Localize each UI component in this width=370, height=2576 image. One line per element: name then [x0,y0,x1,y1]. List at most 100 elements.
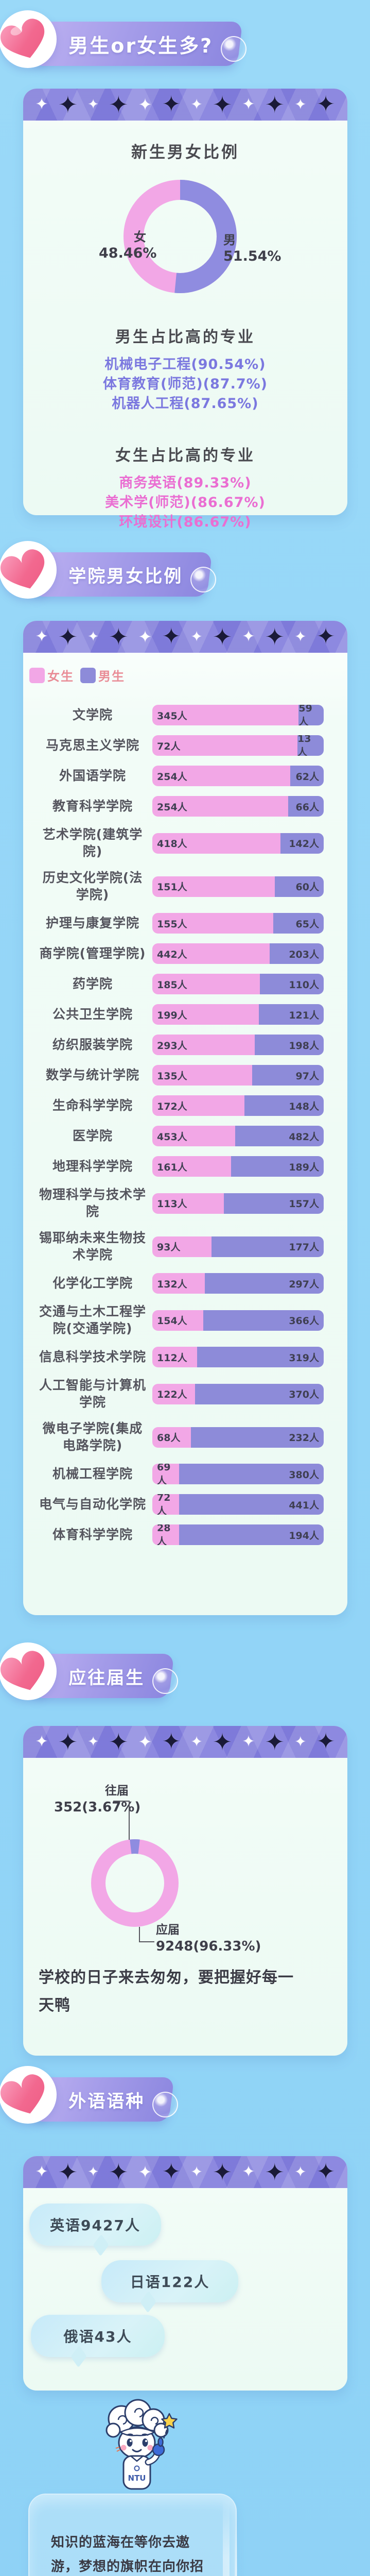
college-gender-bar: 254人 66人 [152,796,324,817]
languages-banner-label: 外语语种 [68,2091,145,2112]
heart-icon [0,2066,57,2124]
college-row: 信息科学技术学院 112人 319人 [39,1347,324,1367]
college-name: 艺术学院(建筑学院) [42,827,143,859]
college-row: 微电子学院(集成电路学院) 68人 232人 [39,1420,324,1454]
college-gender-bar: 185人 110人 [152,974,324,994]
sparkle-icon: ✦ [212,2158,233,2186]
college-name: 人工智能与计算机学院 [39,1378,146,1410]
male-segment: 59人 [298,705,324,725]
footer-message: 知识的蓝海在等你去遨游，梦想的旗帜在向你招手，智慧的大门在等你去开启，人生的宝藏… [51,2535,204,2574]
college-gender-bar: 122人 370人 [152,1383,324,1404]
sparkle-icon: ✦ [58,623,78,651]
male-segment: 366人 [203,1310,324,1331]
female-segment: 185人 [152,974,260,994]
college-row: 机械工程学院 69人 380人 [39,1464,324,1484]
male-segment: 370人 [195,1383,324,1404]
male-segment: 194人 [179,1524,324,1545]
college-row: 公共卫生学院 199人 121人 [39,1004,324,1025]
college-name: 药学院 [72,976,113,991]
female-segment: 68人 [152,1427,191,1448]
college-row: 人工智能与计算机学院 122人 370人 [39,1377,324,1411]
repeat-callout-line [113,1801,129,1802]
college-name: 微电子学院(集成电路学院) [42,1421,143,1453]
gender-donut-title: 新生男女比例 [131,143,239,162]
sparkle-icon: ✦ [109,1728,129,1756]
female-segment: 122人 [152,1383,195,1404]
college-row: 交通与土木工程学院(交通学院) 154人 366人 [39,1303,324,1337]
sparkle-strip: ✦ ✦ ✦ ✦ ✦ ✦ ✦ ✦ ✦ ✦ ✦ ✦ [23,621,347,653]
college-rows: 文学院 345人 59人 马克思主义学院 72人 13人 外国语学院 254人 62人 教育科学学… [23,705,347,1545]
college-name: 交通与土木工程学院(交通学院) [39,1304,146,1336]
college-gender-bar: 151人 60人 [152,876,324,897]
female-segment: 254人 [152,766,290,786]
college-name: 地理科学学院 [52,1158,133,1174]
heart-icon [0,10,57,68]
college-name: 信息科学技术学院 [39,1349,146,1364]
female-segment: 442人 [152,943,270,964]
college-row: 锡耶纳未来生物技术学院 93人 177人 [39,1230,324,1263]
female-slice-label: 女 48.46% [99,230,157,261]
light-streak [235,2524,237,2576]
college-gender-bar: 345人 59人 [152,705,324,725]
college-row: 数学与统计学院 135人 97人 [39,1065,324,1086]
sparkle-icon: ✦ [316,91,336,117]
section-header-enrollment: 应往届生 [0,1642,370,1709]
college-name: 物理科学与技术学院 [39,1187,146,1219]
sparkle-icon: ✦ [212,91,233,118]
college-name: 外国语学院 [59,768,126,783]
college-row: 药学院 185人 110人 [39,974,324,994]
college-name: 锡耶纳未来生物技术学院 [39,1230,146,1262]
male-segment: 297人 [205,1273,324,1294]
college-gender-bar: 113人 157人 [152,1193,324,1214]
heart-icon [0,541,57,599]
college-name: 公共卫生学院 [52,1006,133,1022]
major-item: 体育教育(师范)(87.7%) [102,376,268,392]
sparkle-icon: ✦ [190,96,203,113]
college-gender-bar: 161人 189人 [152,1156,324,1177]
college-name: 马克思主义学院 [45,737,139,753]
sparkle-icon: ✦ [109,91,129,118]
heart-icon [0,1642,57,1700]
sparkle-icon: ✦ [162,91,181,117]
college-gender-bar: 442人 203人 [152,943,324,964]
legend-label-male: 男生 [98,669,125,684]
major-item: 商务英语(89.33%) [119,475,252,491]
female-segment: 172人 [152,1095,244,1116]
male-segment: 142人 [280,833,324,854]
college-name: 文学院 [72,707,113,722]
sparkle-icon: ✦ [109,623,129,651]
female-segment: 154人 [152,1310,203,1331]
male-segment: 66人 [288,796,324,817]
sparkle-icon: ✦ [265,1728,285,1756]
sparkle-icon: ✦ [138,627,152,647]
sparkle-icon: ✦ [265,623,285,651]
female-segment: 132人 [152,1273,205,1294]
college-row: 地理科学学院 161人 189人 [39,1156,324,1177]
college-name: 护理与康复学院 [45,915,139,930]
college-row: 商学院(管理学院) 442人 203人 [39,943,324,964]
college-gender-bar: 93人 177人 [152,1236,324,1257]
sparkle-icon: ✦ [265,91,285,118]
sparkle-icon: ✦ [138,1732,152,1752]
college-row: 马克思主义学院 72人 13人 [39,735,324,756]
female-segment: 113人 [152,1193,224,1214]
sparkle-icon: ✦ [242,95,255,113]
gender-banner: 男生or女生多? [32,22,243,66]
female-majors-list: 商务英语(89.33%) 美术学(师范)(86.67%) 环境设计(86.67%) [23,473,347,532]
major-item: 美术学(师范)(86.67%) [105,495,266,511]
college-row: 文学院 345人 59人 [39,705,324,725]
major-item: 机械电子工程(90.54%) [104,357,266,372]
college-row: 纺织服装学院 293人 198人 [39,1035,324,1055]
college-name: 历史文化学院(法学院) [42,870,143,902]
female-segment: 293人 [152,1035,255,1055]
male-segment: 97人 [252,1065,324,1086]
college-row: 电气与自动化学院 72人 441人 [39,1494,324,1515]
college-name: 纺织服装学院 [52,1037,133,1052]
sparkle-icon: ✦ [58,2158,78,2186]
college-name: 数学与统计学院 [45,1067,139,1082]
college-row: 护理与康复学院 155人 65人 [39,913,324,934]
sparkle-icon: ✦ [212,623,233,651]
fresh-callout-line [139,1941,154,1942]
college-row: 艺术学院(建筑学院) 418人 142人 [39,826,324,860]
sparkle-icon: ✦ [294,1733,307,1750]
